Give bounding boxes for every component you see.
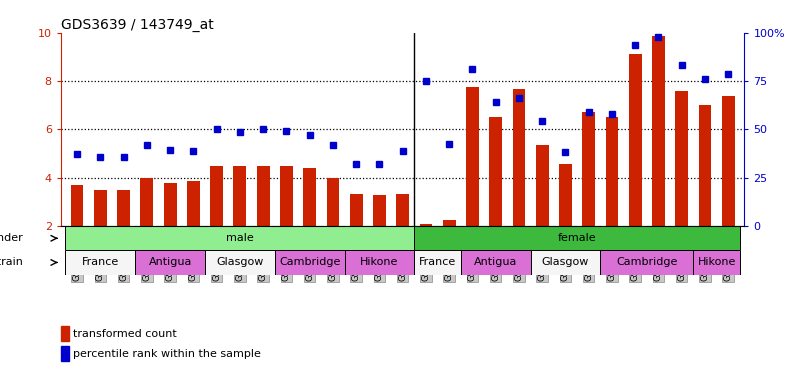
Bar [629,55,642,226]
Bar [66,226,414,250]
Text: Cambridge: Cambridge [616,257,677,268]
Text: Hikone: Hikone [360,257,398,268]
Bar [140,178,153,226]
Bar [600,250,693,275]
Bar [489,118,502,226]
Text: Antigua: Antigua [474,257,517,268]
Text: male: male [226,233,254,243]
Text: Glasgow: Glasgow [217,257,264,268]
Bar [61,346,69,361]
Bar [414,226,740,250]
Bar [693,250,740,275]
Bar [530,250,600,275]
Text: France: France [82,257,119,268]
Bar [466,87,478,226]
Text: Cambridge: Cambridge [279,257,341,268]
Bar [414,250,461,275]
Bar [234,166,247,226]
Bar [461,250,530,275]
Bar [397,194,409,226]
Bar [210,166,223,226]
Bar [71,185,84,226]
Bar [443,220,456,226]
Bar [187,181,200,226]
Bar [164,183,177,226]
Bar [303,168,316,226]
Text: strain: strain [0,257,24,268]
Bar [280,166,293,226]
Bar [536,145,548,226]
Bar [722,96,735,226]
Bar [652,36,665,226]
Bar [606,118,618,226]
Bar [327,178,339,226]
Text: percentile rank within the sample: percentile rank within the sample [73,349,261,359]
Text: France: France [419,257,456,268]
Text: female: female [558,233,596,243]
Text: transformed count: transformed count [73,329,177,339]
Bar [94,190,107,226]
Bar [559,164,572,226]
Bar [118,190,130,226]
Text: Glasgow: Glasgow [542,257,589,268]
Bar [676,91,688,226]
Bar [698,105,711,226]
Bar [61,326,69,341]
Bar [582,113,595,226]
Bar [350,194,363,226]
Bar [419,224,432,226]
Text: Antigua: Antigua [148,257,192,268]
Bar [275,250,345,275]
Bar [373,195,386,226]
Bar [345,250,414,275]
Bar [205,250,275,275]
Text: gender: gender [0,233,24,243]
Bar [66,250,135,275]
Bar [513,89,526,226]
Text: GDS3639 / 143749_at: GDS3639 / 143749_at [61,18,213,31]
Text: Hikone: Hikone [697,257,736,268]
Bar [257,166,269,226]
Bar [135,250,205,275]
